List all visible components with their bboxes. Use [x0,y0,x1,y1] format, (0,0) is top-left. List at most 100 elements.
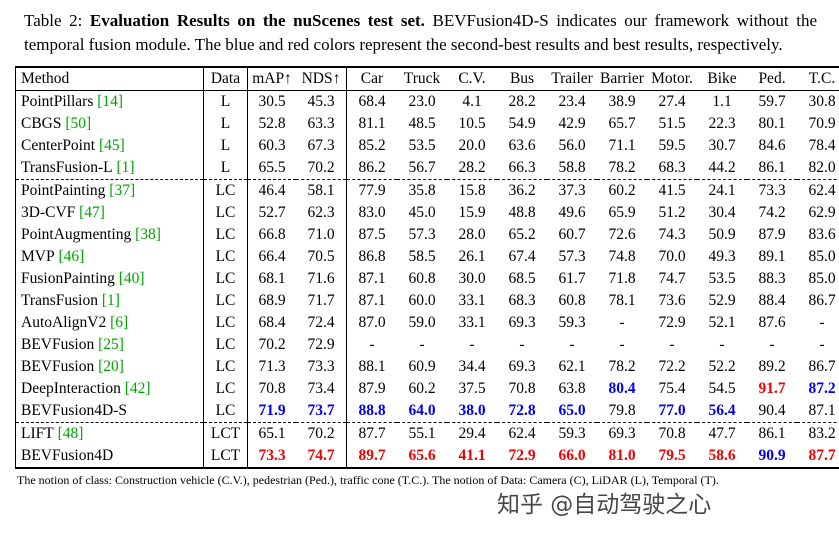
value-cell: 59.5 [658,137,686,154]
value-cell: 89.2 [758,358,786,375]
value-cell: 90.9 [758,447,786,464]
value-cell: 83.2 [797,422,839,445]
method-cell: MVP [46] [15,246,204,268]
citation-link[interactable]: [45] [95,137,125,154]
citation-link[interactable]: [1] [112,159,135,176]
method-cell: PointPillars [14] [15,90,204,113]
method-cell: BEVFusion4D [15,445,204,468]
value-cell: 84.6 [758,137,786,154]
column-header-car: Car [346,67,397,91]
citation-link[interactable]: [37] [105,182,136,199]
value-cell: 65.0 [547,400,597,423]
citation-link[interactable]: [50] [61,115,92,132]
citation-link[interactable]: [42] [120,380,151,397]
data-modality-cell: LCT [203,422,248,445]
value-cell: 38.0 [447,400,497,423]
results-table: Method Data mAP↑ NDS↑ Car Truck C.V. Bus Trailer… [15,66,839,469]
table-footnote: The notion of class: Construction vehicl… [17,473,719,487]
value-cell: 88.3 [758,270,786,287]
value-cell: 66.0 [558,447,586,464]
value-cell: 55.1 [408,425,436,442]
citation-link[interactable]: [20] [94,358,124,375]
value-cell: 28.2 [447,157,497,180]
value-cell: 66.8 [258,226,286,243]
data-modality-cell: LC [203,179,248,202]
value-cell: 50.9 [708,226,736,243]
table-row: PointPainting [37] LC 46.4 58.1 77.9 35.8 15.8… [15,179,839,202]
method-cell: PointAugmenting [38] [15,224,204,246]
method-name: BEVFusion [21,358,95,375]
value-cell: 86.7 [797,290,839,312]
value-cell: 87.0 [358,314,386,331]
citation-link[interactable]: [25] [94,336,124,353]
method-name: BEVFusion [21,336,95,353]
citation-link[interactable]: [1] [97,292,120,309]
citation-link[interactable]: [6] [106,314,129,331]
value-cell: 69.3 [508,314,536,331]
value-cell: 51.2 [658,204,686,221]
value-cell: 78.1 [608,292,636,309]
value-cell: 87.9 [758,226,786,243]
value-cell: 87.6 [758,314,786,331]
value-cell: 74.2 [758,204,786,221]
method-cell: BEVFusion4D-S [15,400,204,423]
value-cell: - [769,336,775,353]
method-name: 3D-CVF [21,204,76,221]
value-cell: 88.4 [758,292,786,309]
value-cell: 83.0 [358,204,386,221]
value-cell: 58.1 [296,179,347,202]
value-cell: 73.4 [296,378,347,400]
table-row: TransFusion [1] LC 68.9 71.7 87.1 60.0 33.1 68.… [15,290,839,312]
table-row: BEVFusion [25] LC 70.2 72.9- - - - - - - - - - [15,334,839,356]
table-row: PointAugmenting [38] LC 66.8 71.0 87.5 57.3 28… [15,224,839,246]
column-header-method: Method [15,67,204,91]
method-cell: CBGS [50] [15,113,204,135]
table-row: DeepInteraction [42] LC 70.8 73.4 87.9 60.2 37… [15,378,839,400]
table-row: CenterPoint [45] L 60.3 67.3 85.2 53.5 20.0 63.… [15,135,839,157]
caption-text: BEVFusion4D-S indicates our framework wi… [24,11,817,54]
value-cell: 65.9 [608,204,636,221]
value-cell: 28.0 [458,226,486,243]
value-cell: 42.9 [558,115,586,132]
value-cell: 53.5 [408,137,436,154]
value-cell: 73.3 [296,356,347,378]
value-cell: 60.7 [558,226,586,243]
value-cell: 74.7 [658,270,686,287]
citation-link[interactable]: [40] [114,270,145,287]
value-cell: 72.9 [658,314,686,331]
value-cell: 85.0 [797,246,839,268]
method-cell: BEVFusion [25] [15,334,204,356]
data-modality-cell: LC [203,378,248,400]
value-cell: 61.7 [558,270,586,287]
value-cell: 91.7 [758,380,786,397]
data-modality-cell: LC [203,202,248,224]
value-cell: 52.9 [708,292,736,309]
table-header: Method Data mAP↑ NDS↑ Car Truck C.V. Bus Trailer… [15,67,839,91]
value-cell: 66.3 [497,157,547,180]
value-cell: - [569,336,575,353]
value-cell: 51.5 [658,115,686,132]
value-cell: 70.8 [658,425,686,442]
value-cell: 60.3 [258,137,286,154]
citation-link[interactable]: [48] [53,425,84,442]
table-row: BEVFusion4D-S LC 71.9 73.7 88.8 64.0 38.0 72.8 6… [15,400,839,423]
value-cell: 54.5 [708,380,736,397]
header-row: Method Data mAP↑ NDS↑ Car Truck C.V. Bus Trailer… [15,67,839,91]
value-cell: 79.8 [597,400,647,423]
method-cell: DeepInteraction [42] [15,378,204,400]
value-cell: 46.4 [258,182,286,199]
column-header-cv: C.V. [447,67,497,91]
value-cell: 15.9 [458,204,486,221]
citation-link[interactable]: [38] [131,226,161,243]
data-modality-cell: LC [203,268,248,290]
value-cell: 58.6 [708,447,736,464]
citation-link[interactable]: [47] [75,204,105,221]
citation-link[interactable]: [14] [93,93,124,110]
value-cell: 65.5 [247,157,296,180]
value-cell: 64.0 [397,400,447,423]
value-cell: 57.3 [408,226,436,243]
citation-link[interactable]: [46] [54,248,85,265]
value-cell: 75.4 [658,380,686,397]
value-cell: - [419,336,425,353]
data-modality-cell: LC [203,290,248,312]
